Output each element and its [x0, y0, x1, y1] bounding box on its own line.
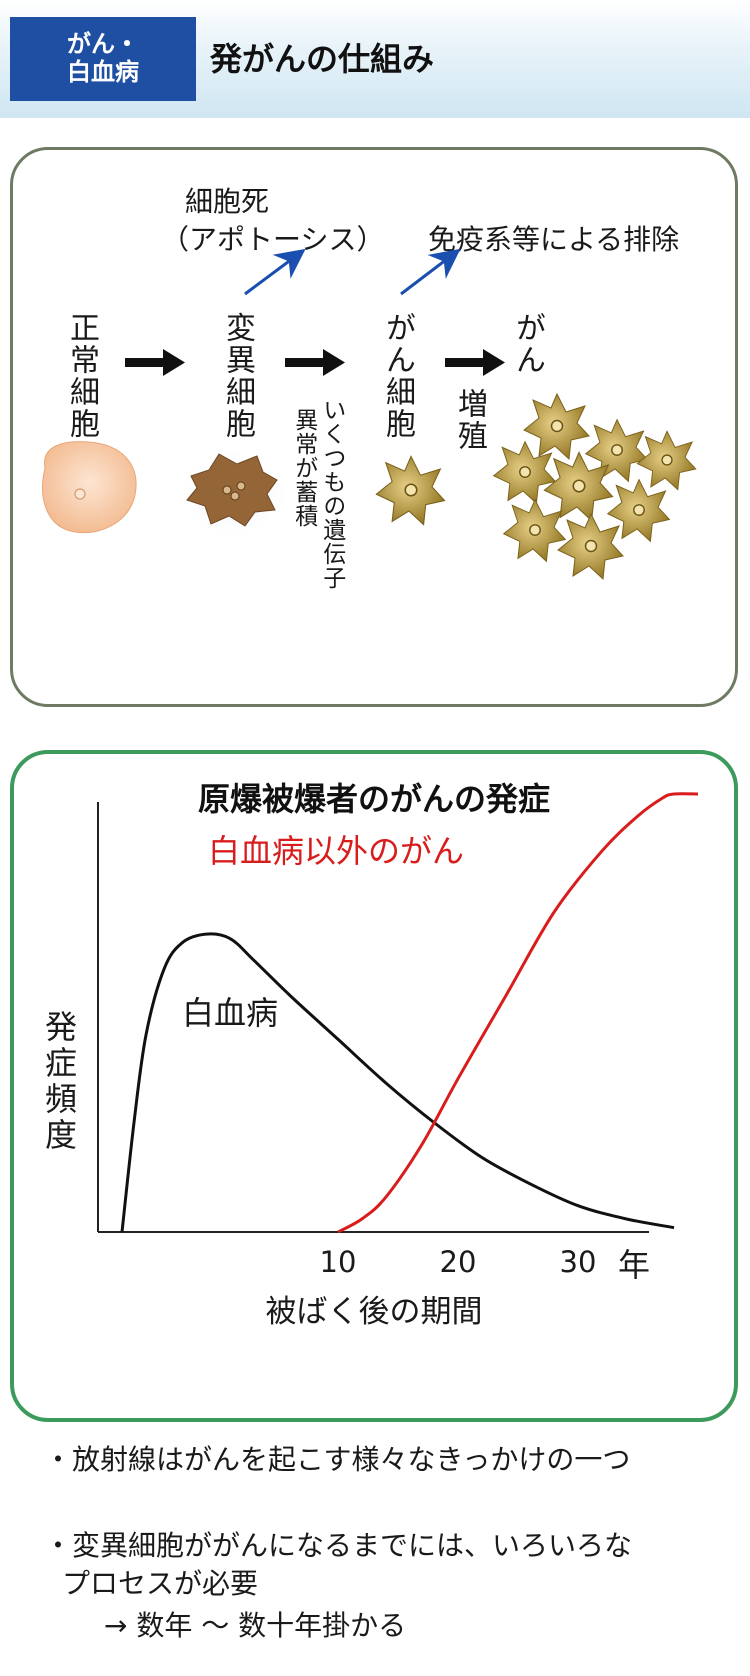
mutant-cell-icon	[179, 447, 291, 539]
stage-arrow-3	[445, 349, 505, 376]
immune-exclusion-label: 免疫系等による排除	[428, 223, 680, 256]
process-graphics	[42, 248, 697, 580]
normal-cell-icon	[42, 441, 137, 534]
category-badge: がん・ 白血病	[10, 17, 196, 101]
cancer-cluster-cell	[636, 430, 697, 491]
bullet-2-line-3: → 数年 ～ 数十年掛かる	[104, 1609, 407, 1642]
incidence-chart: 発症頻度 被ばく後の期間 年 10 20 30 白血病 白血病以外のがん	[40, 792, 699, 1330]
stage-cancer-label: がん	[510, 312, 545, 376]
y-axis-label: 発症頻度	[40, 1010, 78, 1154]
stage-mutant-label: 変異細胞	[220, 312, 255, 440]
bullet-1: ・放射線はがんを起こす様々なきっかけの一つ	[44, 1443, 631, 1476]
series-label-leukemia: 白血病	[182, 994, 278, 1032]
x-tick-labels: 10 20 30	[320, 1245, 597, 1279]
cancer-cluster-cell	[523, 393, 590, 460]
bullet-2-line-1: ・変異細胞ががんになるまでには、いろいろな	[44, 1529, 633, 1562]
cancer-cluster-cell	[557, 513, 624, 580]
stage-cancer-cell-label: がん細胞	[380, 312, 415, 440]
series-lines	[120, 792, 699, 1234]
process-diagram-panel: 細胞死 （アポトーシス） 免疫系等による排除	[10, 147, 738, 707]
stage-normal-label: 正常細胞	[64, 312, 99, 440]
x-axis-label: 被ばく後の期間	[266, 1294, 483, 1330]
series-line-leukemia	[120, 932, 675, 1233]
badge-line-1: がん・	[67, 30, 139, 59]
stage-arrow-2	[285, 349, 345, 376]
badge-line-2: 白血病	[67, 58, 139, 86]
x-tick-label: 20	[440, 1245, 477, 1279]
header-bar: がん・ 白血病 発がんの仕組み	[0, 0, 750, 118]
chart-title: 原爆被爆者のがんの発症	[197, 780, 550, 818]
gene-note-col-2: 異常が蓄積	[290, 408, 317, 528]
apoptosis-label: 細胞死	[185, 185, 270, 218]
gene-note-col-1: いくつもの遺伝子	[318, 398, 345, 590]
series-label-other-cancer: 白血病以外のがん	[208, 832, 464, 870]
cancer-cluster-cell	[502, 498, 567, 563]
x-axis-unit: 年	[618, 1246, 650, 1284]
cancer-cluster-icon	[492, 393, 697, 580]
series-line-other-cancer	[337, 792, 699, 1234]
cancer-cluster-cell	[606, 478, 671, 543]
growth-label: 増殖	[452, 388, 487, 452]
x-tick-label: 30	[560, 1245, 597, 1279]
page-title: 発がんの仕組み	[210, 40, 435, 78]
cancer-cell-icon	[375, 455, 446, 526]
immune-arrow	[400, 248, 461, 296]
stage-arrow-1	[125, 349, 185, 376]
x-tick-label: 10	[320, 1245, 357, 1279]
apoptosis-arrow	[244, 248, 306, 296]
bullet-2-line-2: プロセスが必要	[62, 1567, 259, 1600]
chart-panel: 原爆被爆者のがんの発症 発症頻度 被ばく後の期間 年 10 20 30 白血病 白血…	[10, 750, 738, 1422]
